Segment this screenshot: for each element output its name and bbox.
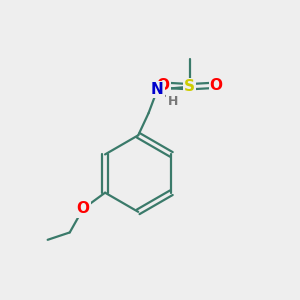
Text: N: N xyxy=(151,82,164,97)
Text: O: O xyxy=(76,201,89,216)
Text: O: O xyxy=(157,78,170,93)
Text: H: H xyxy=(167,95,178,108)
Text: S: S xyxy=(184,79,195,94)
Text: O: O xyxy=(210,78,223,93)
